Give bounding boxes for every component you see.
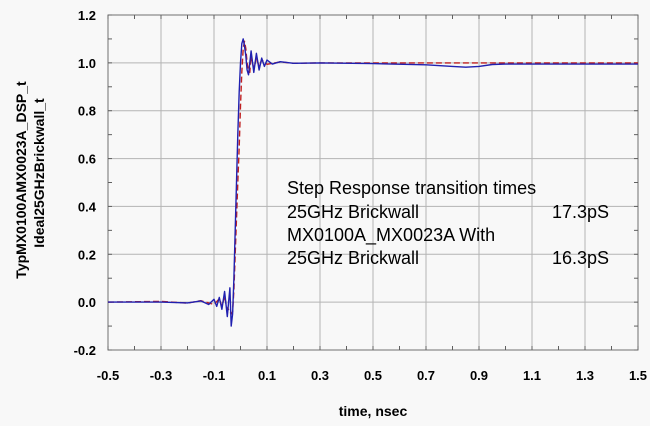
x-tick-label: -0.1 <box>203 368 225 383</box>
y-tick-label: 1.0 <box>78 56 96 71</box>
annotation-line-4-value: 16.3pS <box>552 248 609 268</box>
x-tick-label: 1.3 <box>576 368 594 383</box>
y-tick-label: 0.2 <box>78 247 96 262</box>
annotation-line-1: Step Response transition times <box>287 178 536 198</box>
x-tick-label: 1.5 <box>629 368 647 383</box>
x-tick-label: 0.7 <box>417 368 435 383</box>
x-tick-label: -0.5 <box>97 368 119 383</box>
series-layer <box>107 38 638 327</box>
y-tick-label: -0.2 <box>74 343 96 358</box>
y-axis-title-primary: TypMX0100AMX0023A_DSP_t <box>13 81 29 279</box>
annotation-line-3: MX0100A_MX0023A With <box>287 225 495 246</box>
y-tick-label: 0.6 <box>78 152 96 167</box>
ticks-layer <box>107 14 639 351</box>
y-tick-label: 0.8 <box>78 104 96 119</box>
x-tick-label: 1.1 <box>523 368 541 383</box>
x-tick-label: 0.9 <box>470 368 488 383</box>
y-tick-label: 1.2 <box>78 8 96 23</box>
x-tick-label: 0.5 <box>364 368 382 383</box>
series-line-TypMX0100AMX0023A_DSP_t <box>108 38 638 327</box>
annotation-line-4: 25GHz Brickwall <box>287 248 419 268</box>
x-tick-label: 0.1 <box>258 368 276 383</box>
annotation-line-2-value: 17.3pS <box>552 202 609 222</box>
y-tick-label: 0.0 <box>78 295 96 310</box>
labels-layer: -0.5 -0.3 -0.1 0.1 0.3 0.5 0.7 0.9 1.1 1.3 1.5 -0.2… <box>74 8 647 383</box>
x-tick-label: 0.3 <box>311 368 329 383</box>
x-tick-label: -0.3 <box>150 368 172 383</box>
y-tick-label: 0.4 <box>78 199 97 214</box>
x-axis-title: time, nsec <box>339 403 408 419</box>
annotation-box: Step Response transition times 25GHz Bri… <box>287 178 609 268</box>
annotation-line-2: 25GHz Brickwall <box>287 202 419 222</box>
y-axis-title-secondary: Ideal25GHzBrickwall_t <box>31 98 47 248</box>
